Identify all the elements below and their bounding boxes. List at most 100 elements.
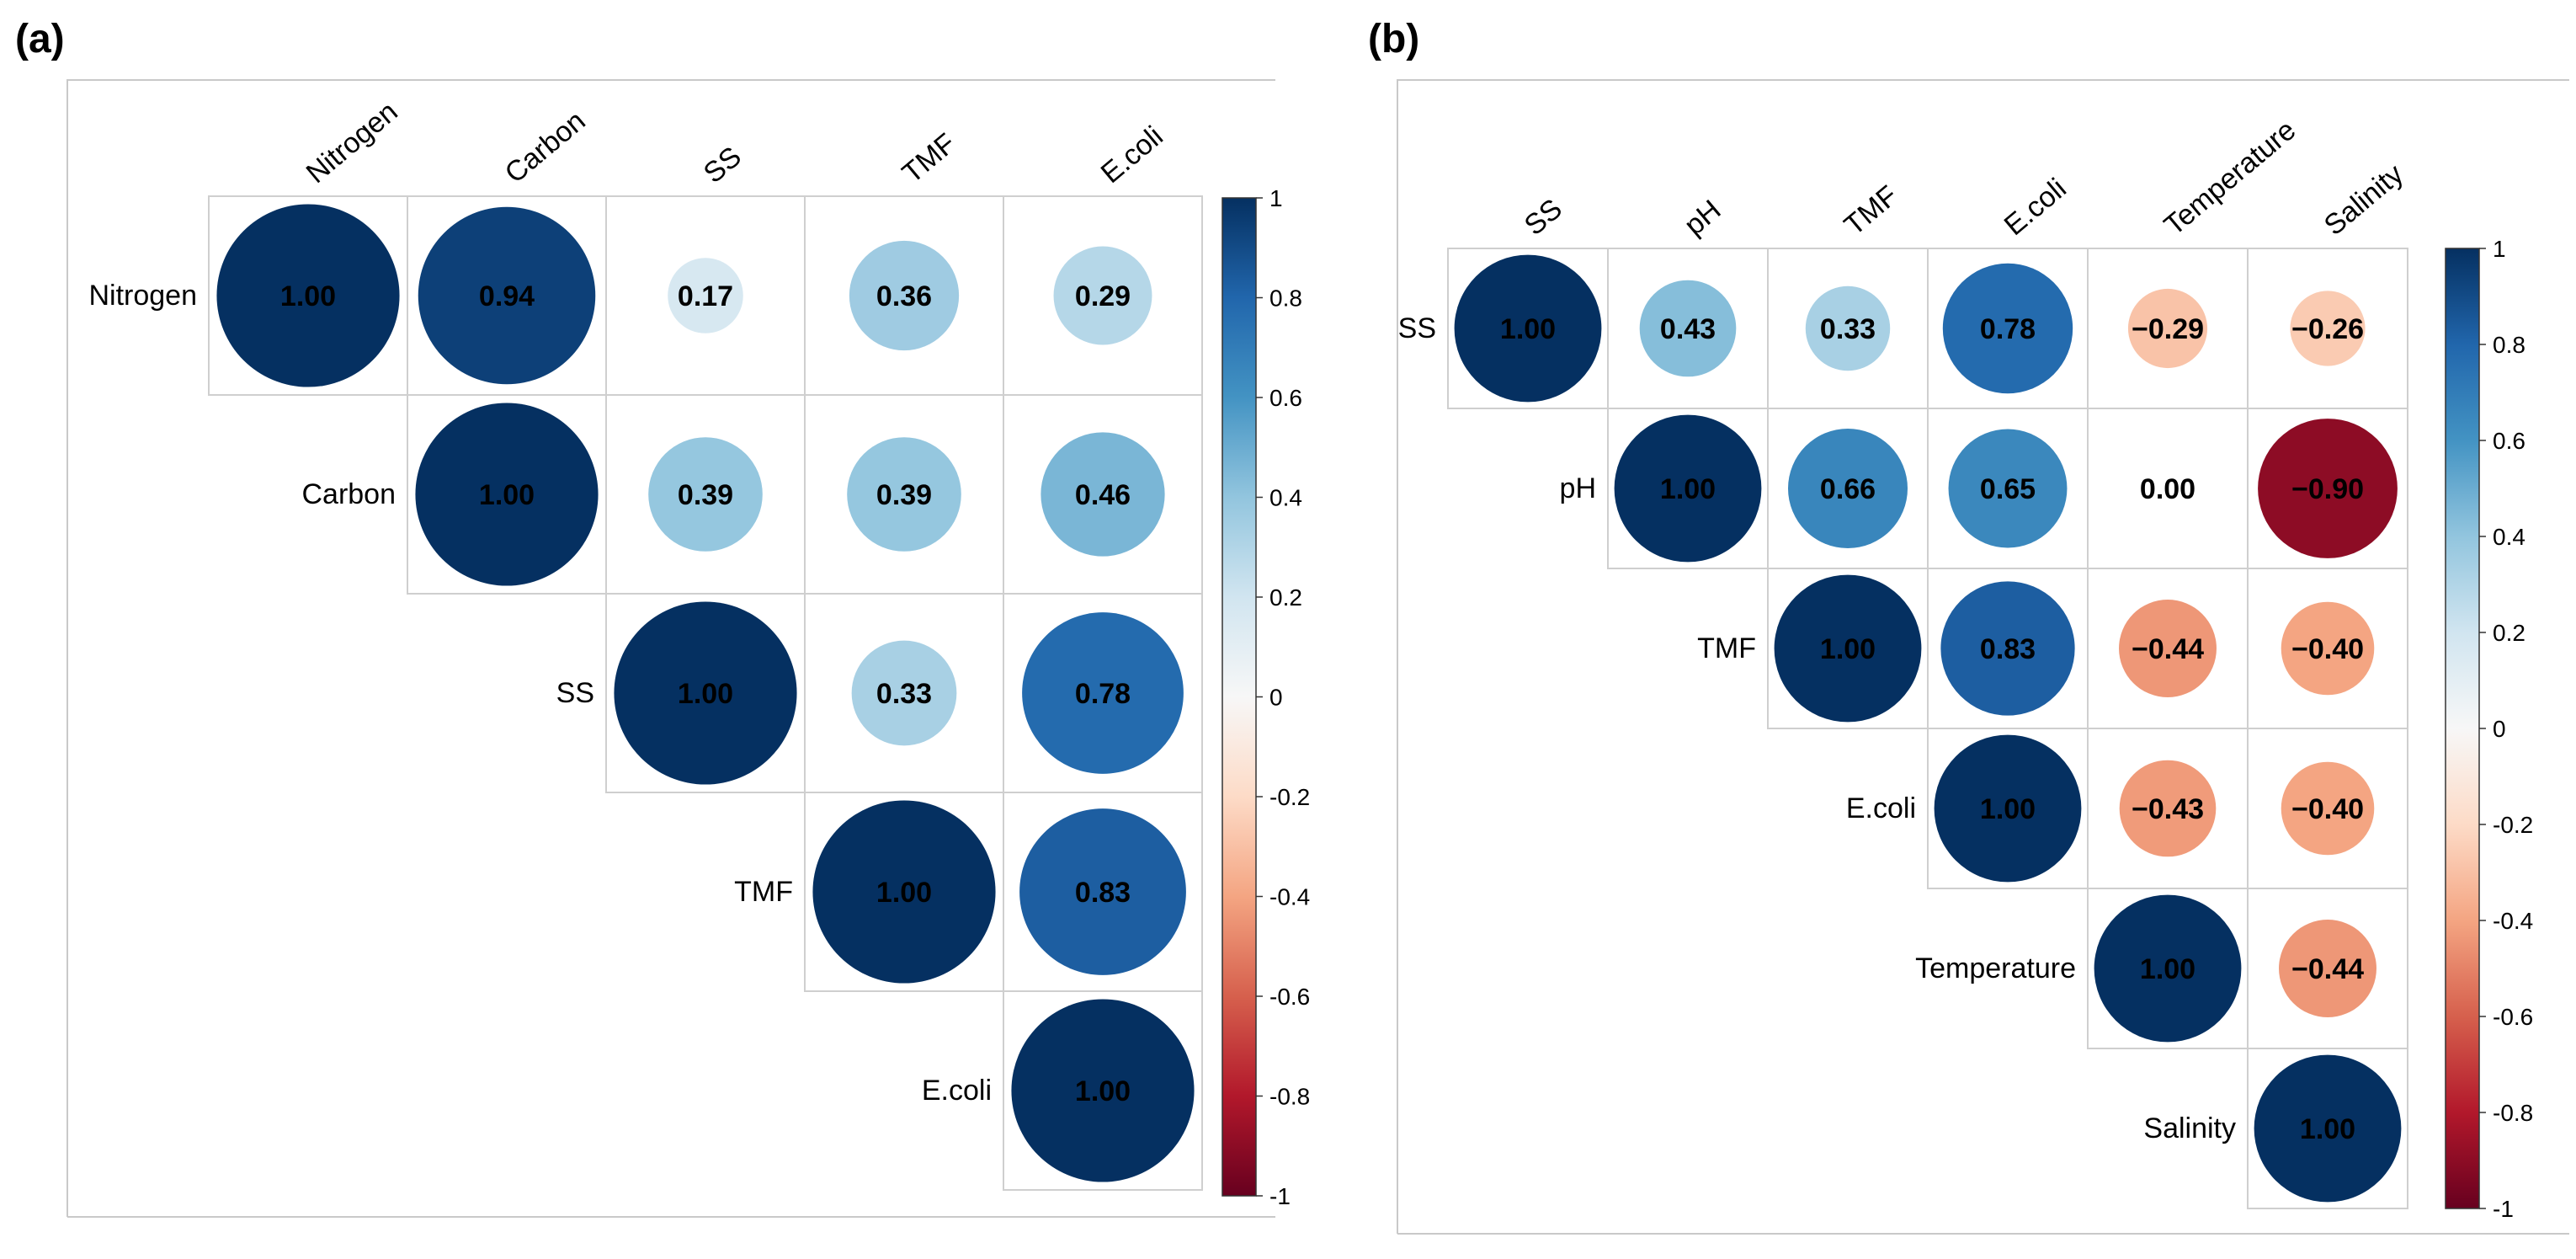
correlation-circle xyxy=(415,403,599,586)
colorbar-tick-label: 0.2 xyxy=(1269,584,1302,611)
correlation-circle xyxy=(1934,734,2082,883)
correlation-value: 0.33 xyxy=(1820,313,1876,345)
correlation-value: 0.39 xyxy=(678,479,733,511)
correlation-value: 1.00 xyxy=(2300,1113,2355,1145)
row-label: E.coli xyxy=(1846,792,1916,824)
correlation-circle xyxy=(847,437,961,552)
correlation-circle xyxy=(216,204,400,387)
panel-frame xyxy=(67,79,1275,1217)
correlation-circle xyxy=(1788,429,1908,548)
correlation-circle xyxy=(2281,601,2375,696)
correlation-value: 1.00 xyxy=(876,877,932,909)
correlation-circle xyxy=(1041,432,1165,557)
column-label: TMF xyxy=(1839,179,1904,242)
row-label: SS xyxy=(556,677,594,709)
colorbar-tick-label: 1 xyxy=(2493,236,2506,262)
correlation-circle xyxy=(2279,920,2376,1017)
column-label: SS xyxy=(1519,193,1568,242)
correlation-circle xyxy=(2254,1054,2402,1203)
correlation-value: 1.00 xyxy=(1075,1075,1131,1107)
colorbar-tick-label: -0.6 xyxy=(1269,984,1310,1010)
colorbar-tick-label: 0.2 xyxy=(2493,620,2525,646)
colorbar xyxy=(1221,197,1257,1197)
correlation-circle xyxy=(1053,246,1152,345)
row-label: Salinity xyxy=(2143,1112,2236,1144)
row-label: TMF xyxy=(734,876,793,908)
colorbar-tick-label: -0.8 xyxy=(1269,1083,1310,1109)
correlation-value: 0.33 xyxy=(876,678,932,710)
correlation-value: 1.00 xyxy=(678,678,733,710)
colorbar-tick-label: -0.8 xyxy=(2493,1100,2533,1126)
colorbar-tick-label: -0.2 xyxy=(1269,784,1310,810)
correlation-circle xyxy=(851,640,957,746)
correlation-value: −0.44 xyxy=(2132,633,2204,665)
correlation-value: −0.40 xyxy=(2291,633,2364,665)
correlation-value: 1.00 xyxy=(1500,313,1556,345)
correlation-value: 0.66 xyxy=(1820,473,1876,505)
correlation-panel-a: (a) Nitrogen Carbon SS TMF E.coli Nitrogen Carb… xyxy=(15,17,1310,1218)
colorbar-tick-label: 0 xyxy=(2493,716,2506,742)
colorbar-tick-label: -0.2 xyxy=(2493,812,2533,838)
correlation-circle xyxy=(1639,280,1737,377)
correlation-circle xyxy=(2119,600,2217,697)
panel-label: (a) xyxy=(15,17,65,61)
correlation-circle xyxy=(2281,761,2375,856)
correlation-value: −0.26 xyxy=(2291,313,2364,345)
correlation-value: 0.00 xyxy=(2140,473,2195,505)
correlation-circle xyxy=(1614,414,1762,563)
column-label: pH xyxy=(1679,194,1727,242)
colorbar-tick-label: 0.8 xyxy=(1269,285,1302,311)
correlation-value: 0.46 xyxy=(1075,479,1131,511)
correlation-circle xyxy=(1019,808,1186,975)
correlation-value: 1.00 xyxy=(479,479,535,511)
correlation-circle xyxy=(2094,894,2242,1043)
correlation-circle xyxy=(2119,760,2217,857)
correlation-value: 1.00 xyxy=(1980,793,2036,825)
correlation-circle xyxy=(1942,263,2073,394)
column-label: TMF xyxy=(897,127,962,189)
column-label: Salinity xyxy=(2318,158,2409,243)
correlation-value: 0.65 xyxy=(1980,473,2036,505)
correlation-circle xyxy=(812,800,996,984)
correlation-circle xyxy=(1940,581,2075,716)
correlation-circle xyxy=(2127,288,2208,369)
correlation-value: 0.78 xyxy=(1075,678,1131,710)
row-label: E.coli xyxy=(922,1075,992,1107)
correlation-value: −0.90 xyxy=(2291,473,2364,505)
colorbar-tick-label: -0.4 xyxy=(1269,883,1310,910)
correlation-circle xyxy=(668,258,743,333)
correlation-value: 0.83 xyxy=(1980,633,2036,665)
column-label: E.coli xyxy=(1999,173,2073,243)
correlation-value: 0.43 xyxy=(1660,313,1716,345)
colorbar-tick-label: 0.4 xyxy=(2493,524,2525,550)
grid-cell xyxy=(2087,408,2249,569)
correlation-value: 0.17 xyxy=(678,280,733,312)
correlation-circle xyxy=(614,601,797,785)
column-label: SS xyxy=(698,141,748,189)
correlation-circle xyxy=(1805,285,1891,371)
correlation-value: −0.43 xyxy=(2132,793,2204,825)
row-label: TMF xyxy=(1697,632,1756,664)
row-label: pH xyxy=(1560,472,1596,504)
panel-frame xyxy=(1397,79,2569,1234)
correlation-value: 1.00 xyxy=(1660,473,1716,505)
column-label: Nitrogen xyxy=(301,95,404,189)
column-label: E.coli xyxy=(1095,120,1169,190)
row-label: Temperature xyxy=(1915,952,2076,984)
correlation-value: 0.83 xyxy=(1075,877,1131,909)
column-label: Carbon xyxy=(499,104,592,189)
correlation-value: 0.78 xyxy=(1980,313,2036,345)
colorbar-tick-label: -1 xyxy=(1269,1183,1291,1209)
correlation-value: −0.40 xyxy=(2291,793,2364,825)
colorbar-tick-label: 0.8 xyxy=(2493,332,2525,358)
correlation-value: 0.29 xyxy=(1075,280,1131,312)
correlation-value: 1.00 xyxy=(280,280,336,312)
correlation-circle xyxy=(2290,291,2366,366)
correlation-value: 0.36 xyxy=(876,280,932,312)
colorbar-tick-label: -1 xyxy=(2493,1196,2514,1222)
colorbar-tick-label: 1 xyxy=(1269,185,1283,211)
column-label: Temperature xyxy=(2158,114,2302,242)
colorbar-tick-label: 0 xyxy=(1269,684,1283,710)
